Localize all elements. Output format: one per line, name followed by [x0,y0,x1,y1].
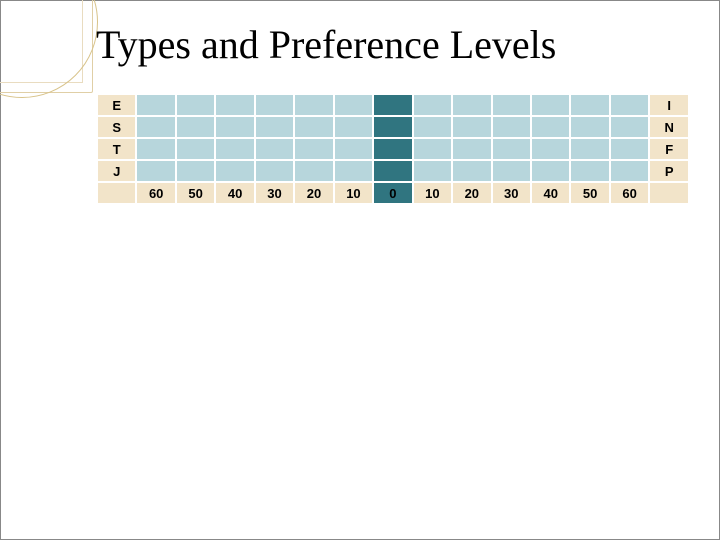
grid-cell [294,116,333,138]
grid-row: TF [97,138,689,160]
grid-cell [413,138,452,160]
type-label-left: T [97,138,136,160]
type-label-right: N [649,116,689,138]
grid-cell [176,160,215,182]
scale-value: 50 [176,182,215,204]
grid-cell [334,116,373,138]
scale-value: 40 [215,182,254,204]
scale-value: 10 [334,182,373,204]
grid-cell [570,160,609,182]
grid-cell [610,138,649,160]
grid-cell [413,116,452,138]
grid-row: SN [97,116,689,138]
grid-row: JP [97,160,689,182]
grid-cell [334,160,373,182]
grid-cell [531,160,570,182]
grid-cell [610,94,649,116]
scale-value: 50 [570,182,609,204]
grid-cell [570,94,609,116]
grid-cell [610,116,649,138]
scale-value: 20 [452,182,491,204]
grid-cell [492,94,531,116]
grid-cell [334,138,373,160]
grid-cell [136,116,175,138]
grid-cell [373,160,412,182]
grid-cell [531,116,570,138]
grid-cell [334,94,373,116]
scale-spacer [649,182,689,204]
grid-cell [294,138,333,160]
grid-cell [136,138,175,160]
scale-row: 6050403020100102030405060 [97,182,689,204]
scale-value: 60 [610,182,649,204]
grid-cell [294,94,333,116]
grid-cell [452,116,491,138]
scale-value: 30 [492,182,531,204]
preference-grid: EISNTFJP6050403020100102030405060 [96,93,690,205]
grid-cell [492,160,531,182]
grid-cell [255,138,294,160]
grid-cell [215,94,254,116]
grid-cell [215,138,254,160]
scale-spacer [97,182,136,204]
type-label-left: E [97,94,136,116]
scale-value: 40 [531,182,570,204]
grid-row: EI [97,94,689,116]
scale-value: 30 [255,182,294,204]
grid-cell [136,160,175,182]
grid-cell [570,116,609,138]
grid-cell [452,160,491,182]
grid-cell [294,160,333,182]
grid-cell [176,116,215,138]
slide-title: Types and Preference Levels [96,21,556,68]
type-label-right: P [649,160,689,182]
grid-cell [215,160,254,182]
grid-cell [215,116,254,138]
grid-cell [176,94,215,116]
grid-cell [492,116,531,138]
grid-cell [570,138,609,160]
slide-frame: Types and Preference Levels EISNTFJP6050… [0,0,720,540]
scale-value: 20 [294,182,333,204]
grid-cell [373,94,412,116]
grid-cell [373,138,412,160]
type-label-left: J [97,160,136,182]
scale-value: 60 [136,182,175,204]
grid-cell [492,138,531,160]
grid-cell [136,94,175,116]
grid-cell [413,160,452,182]
type-label-left: S [97,116,136,138]
grid-cell [413,94,452,116]
scale-value: 0 [373,182,412,204]
grid-cell [373,116,412,138]
grid-cell [255,94,294,116]
type-label-right: I [649,94,689,116]
grid-cell [255,116,294,138]
grid-cell [176,138,215,160]
grid-cell [531,94,570,116]
grid-cell [610,160,649,182]
grid-cell [452,94,491,116]
grid-cell [255,160,294,182]
grid-cell [531,138,570,160]
scale-value: 10 [413,182,452,204]
grid-cell [452,138,491,160]
type-label-right: F [649,138,689,160]
